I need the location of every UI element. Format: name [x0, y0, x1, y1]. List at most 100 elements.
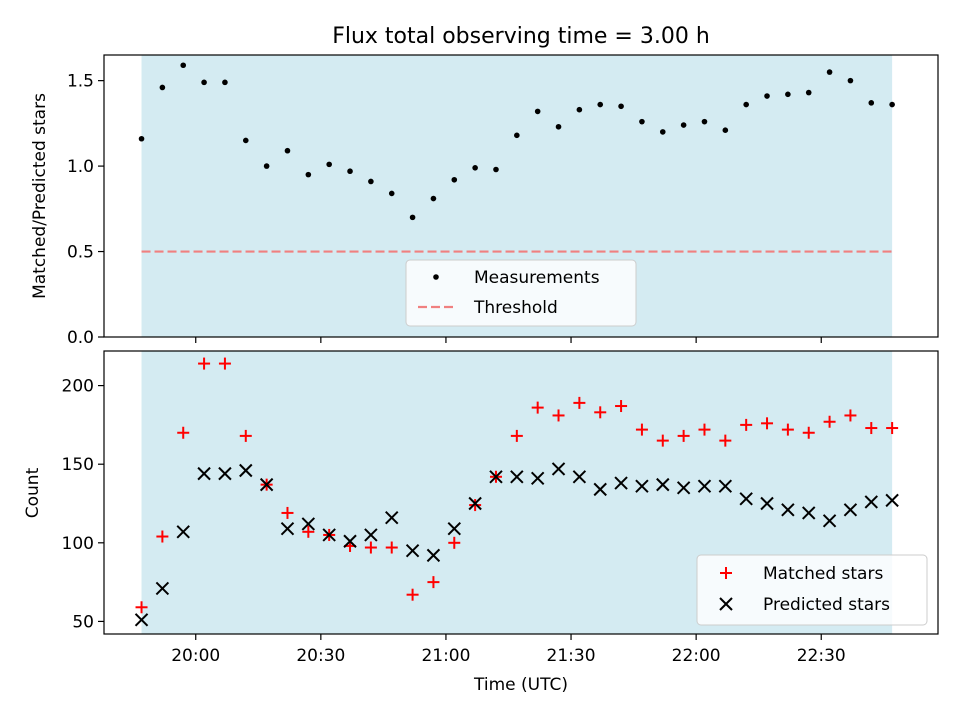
matched-stars-point [281, 506, 294, 519]
measurement-point [722, 127, 729, 133]
y-tick-label: 150 [62, 455, 94, 475]
matched-stars-point [177, 426, 190, 439]
x-axis-label: Time (UTC) [473, 675, 568, 695]
predicted-stars-point [239, 463, 253, 478]
x-tick-label: 22:30 [797, 646, 846, 666]
measurement-point [534, 108, 541, 115]
measurement-point [242, 137, 249, 144]
bottom-y-ticks: 50 100 150 200 [62, 377, 104, 632]
legend-label-predicted: Predicted stars [763, 595, 890, 615]
predicted-stars-point [280, 521, 295, 536]
predicted-stars-point [447, 521, 461, 536]
measurement-point [701, 118, 708, 125]
predicted-stars-point [426, 548, 441, 563]
measurement-point [472, 165, 478, 171]
measurement-point [597, 101, 604, 108]
measurement-point [284, 147, 291, 154]
measurement-point [409, 214, 416, 221]
measurement-point [764, 93, 770, 99]
predicted-stars-point [176, 525, 190, 539]
matched-stars-point [594, 406, 607, 419]
measurement-point [826, 69, 833, 75]
predicted-stars-point [510, 470, 524, 484]
measurement-point [639, 118, 645, 125]
measurement-point [889, 101, 895, 108]
x-tick-label: 22:00 [672, 646, 721, 666]
predicted-stars-point [593, 482, 607, 497]
matched-stars-point [761, 417, 774, 430]
matched-stars-point [135, 601, 148, 614]
y-tick-label: 1.5 [67, 72, 94, 92]
predicted-stars-point [676, 481, 691, 495]
predicted-stars-point [885, 493, 899, 508]
predicted-stars-point [155, 581, 170, 596]
measurement-point [493, 166, 499, 173]
matched-stars-point [218, 357, 231, 370]
matched-stars-point [698, 423, 711, 436]
measurement-point [785, 91, 791, 98]
matched-stars-point [552, 409, 565, 422]
predicted-stars-point [656, 477, 670, 492]
top-y-ticks: 0.0 0.5 1.0 1.5 [67, 72, 104, 348]
measurement-point [430, 195, 437, 202]
measurement-point [305, 171, 312, 178]
measurement-point [555, 123, 562, 130]
matched-stars-point [656, 434, 669, 447]
y-tick-label: 0.5 [67, 243, 94, 263]
x-tick-label: 21:00 [421, 646, 470, 666]
x-tick-label: 20:30 [296, 646, 345, 666]
matched-stars-point [156, 530, 169, 543]
matched-stars-point [302, 525, 315, 538]
matched-stars-point [886, 422, 899, 435]
measurement-point [743, 101, 749, 108]
measurement-point [347, 168, 353, 175]
legend-box [405, 259, 637, 327]
matched-stars-point [823, 415, 836, 428]
matched-stars-point [406, 588, 419, 601]
predicted-stars-point [822, 514, 837, 528]
bottom-x-ticks: 20:00 20:30 21:00 21:30 22:00 22:30 [171, 634, 846, 666]
matched-stars-point [448, 536, 461, 549]
matched-stars-point [615, 400, 628, 413]
predicted-stars-point [301, 517, 316, 531]
bottom-axes-frame [103, 350, 939, 635]
measurement-point [451, 176, 458, 183]
matched-stars-point [531, 401, 544, 414]
legend-plus-icon [720, 567, 732, 579]
bottom-legend: Matched stars Predicted stars [696, 554, 928, 626]
matched-stars-point [844, 409, 857, 422]
measurement-point [159, 84, 166, 91]
top-axes-frame [103, 54, 939, 338]
matched-stars-point [573, 396, 586, 409]
predicted-stars-point [259, 477, 274, 492]
measurement-point [514, 132, 520, 139]
legend-box [696, 554, 928, 626]
predicted-stars-point [218, 466, 232, 481]
predicted-stars-point [572, 470, 587, 484]
matched-stars-point [719, 434, 732, 447]
legend-x-icon [719, 597, 733, 611]
measurement-point [388, 190, 395, 197]
predicted-stars-point [802, 506, 816, 520]
predicted-stars-point [843, 503, 858, 517]
predicted-stars-point [718, 479, 733, 493]
y-tick-label: 200 [62, 377, 94, 397]
matched-stars-point [239, 429, 252, 442]
predicted-stars-point [635, 479, 649, 493]
predicted-stars-point [405, 543, 420, 558]
matched-stars-point [364, 541, 377, 554]
predicted-stars-point [739, 492, 753, 506]
matched-stars-point [510, 429, 523, 442]
measurement-point [868, 100, 875, 106]
predicted-stars-point [864, 495, 878, 509]
top-legend: Measurements Threshold [405, 259, 637, 327]
matched-stars-point [469, 499, 482, 512]
predicted-stars-point [364, 528, 378, 542]
legend-label-measurements: Measurements [474, 268, 600, 288]
legend-label-matched: Matched stars [763, 564, 883, 584]
matched-stars-point [865, 422, 878, 435]
measurement-point [138, 135, 145, 142]
measurement-point [659, 129, 666, 135]
predicted-stars-point [134, 613, 149, 627]
